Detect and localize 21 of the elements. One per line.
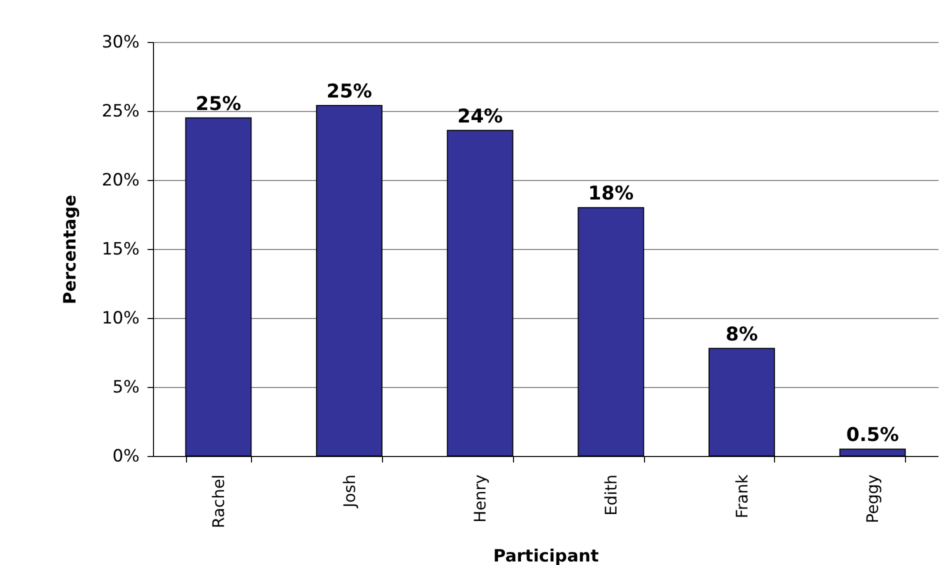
x-tick-label: Peggy	[863, 474, 882, 524]
x-tick-label: Edith	[601, 474, 620, 516]
y-tick-label: 20%	[102, 170, 140, 190]
x-axis-title: Participant	[493, 546, 599, 565]
y-tick-label: 5%	[112, 378, 140, 398]
x-tick-label: Rachel	[208, 474, 228, 528]
y-axis-title: Percentage	[60, 194, 81, 304]
data-label: 8%	[726, 323, 758, 346]
data-label: 18%	[588, 182, 634, 205]
y-tick-label: 15%	[102, 240, 140, 260]
x-tick-label: Henry	[470, 474, 490, 523]
data-label: 25%	[326, 80, 372, 102]
data-label: 0.5%	[846, 424, 899, 446]
x-tick-label: Josh	[340, 474, 359, 508]
x-tick-label: Frank	[732, 474, 752, 518]
data-label: 25%	[196, 92, 242, 115]
data-label: 24%	[457, 105, 503, 128]
y-tick-label: 30%	[102, 32, 140, 52]
y-tick-label: 10%	[102, 308, 140, 328]
y-tick-label: 25%	[102, 102, 140, 122]
y-tick-label: 0%	[112, 446, 140, 466]
